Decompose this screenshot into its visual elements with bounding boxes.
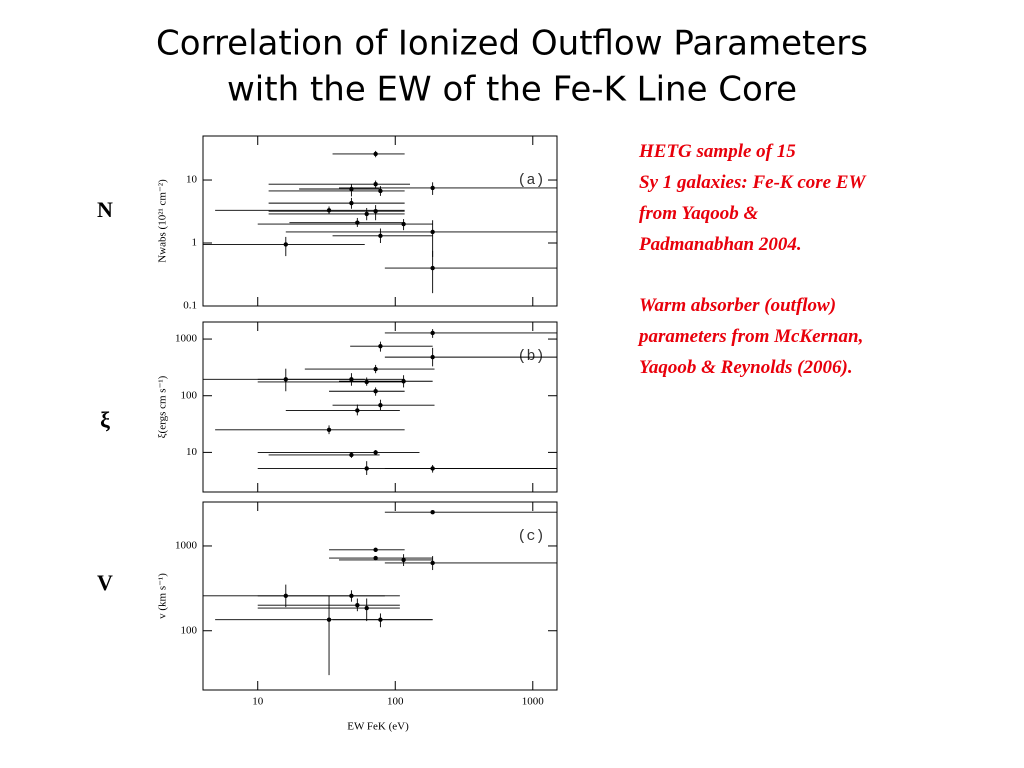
note-line: Padmanabhan 2004. xyxy=(638,234,802,255)
y-tick-label: 1000 xyxy=(175,539,198,551)
data-point xyxy=(326,427,332,433)
data-point xyxy=(349,200,354,206)
data-point xyxy=(373,366,378,372)
panel-label: (c) xyxy=(517,528,544,545)
panel-label: (a) xyxy=(517,172,544,189)
x-axis-label: EW FeK (eV) xyxy=(347,721,409,733)
title-line: with the EW of the Fe-K Line Core xyxy=(227,70,797,110)
data-point xyxy=(326,208,332,213)
x-tick-label: 1000 xyxy=(522,696,545,708)
data-point xyxy=(430,265,435,271)
data-point xyxy=(430,185,435,191)
data-point xyxy=(401,557,406,563)
data-point xyxy=(430,229,435,235)
data-point xyxy=(373,547,378,553)
data-point xyxy=(401,379,406,384)
y-tick-label: 0.1 xyxy=(183,300,197,312)
plot-frame xyxy=(202,135,558,307)
data-point xyxy=(283,242,288,247)
data-point xyxy=(430,466,435,471)
x-tick-label: 100 xyxy=(387,696,404,708)
y-tick-label: 100 xyxy=(181,624,198,636)
title-line: Correlation of Ionized Outflow Parameter… xyxy=(156,24,868,64)
data-point xyxy=(364,605,369,611)
note-line: Warm absorber (outflow) xyxy=(639,295,836,316)
panel-label: (b) xyxy=(517,348,544,365)
data-point xyxy=(430,510,435,515)
note-line: from Yaqoob & xyxy=(639,203,759,224)
data-point xyxy=(378,233,383,239)
data-point xyxy=(373,181,378,187)
data-point xyxy=(430,560,435,566)
data-point xyxy=(373,555,378,561)
note-line: Yaqoob & Reynolds (2006). xyxy=(639,357,853,378)
row-label: V xyxy=(97,570,113,595)
y-axis-label: Nwabs (10²¹ cm⁻²) xyxy=(157,179,169,263)
y-axis-label: ξ(ergs cm s⁻¹) xyxy=(157,375,169,438)
data-point xyxy=(430,354,435,360)
data-point xyxy=(364,211,369,217)
data-point xyxy=(378,617,383,622)
data-point xyxy=(355,408,360,413)
data-point xyxy=(430,330,435,336)
data-point xyxy=(373,208,378,214)
data-point xyxy=(373,151,378,157)
note-line: parameters from McKernan, xyxy=(637,326,863,347)
data-point xyxy=(378,343,383,349)
data-point xyxy=(364,466,369,471)
y-tick-label: 1 xyxy=(192,237,198,249)
data-point xyxy=(373,389,378,394)
row-label: ξ xyxy=(100,407,110,432)
data-point xyxy=(349,452,354,458)
y-tick-label: 10 xyxy=(186,446,198,458)
data-point xyxy=(283,377,288,382)
y-tick-label: 100 xyxy=(181,389,198,401)
plot-frame xyxy=(202,321,558,493)
y-tick-label: 1000 xyxy=(175,333,198,345)
y-axis-label: v (km s⁻¹) xyxy=(157,573,169,619)
data-point xyxy=(401,221,406,227)
data-point xyxy=(373,450,378,455)
note-line: HETG sample of 15 xyxy=(638,141,796,162)
y-tick-label: 10 xyxy=(186,174,198,186)
data-point xyxy=(355,603,360,608)
data-point xyxy=(378,403,383,408)
note-line: Sy 1 galaxies: Fe-K core EW xyxy=(639,172,867,193)
data-point xyxy=(364,379,369,385)
data-point xyxy=(326,617,332,622)
x-tick-label: 10 xyxy=(252,696,264,708)
row-label: N xyxy=(97,197,113,222)
data-point xyxy=(349,593,354,599)
data-point xyxy=(378,188,383,194)
